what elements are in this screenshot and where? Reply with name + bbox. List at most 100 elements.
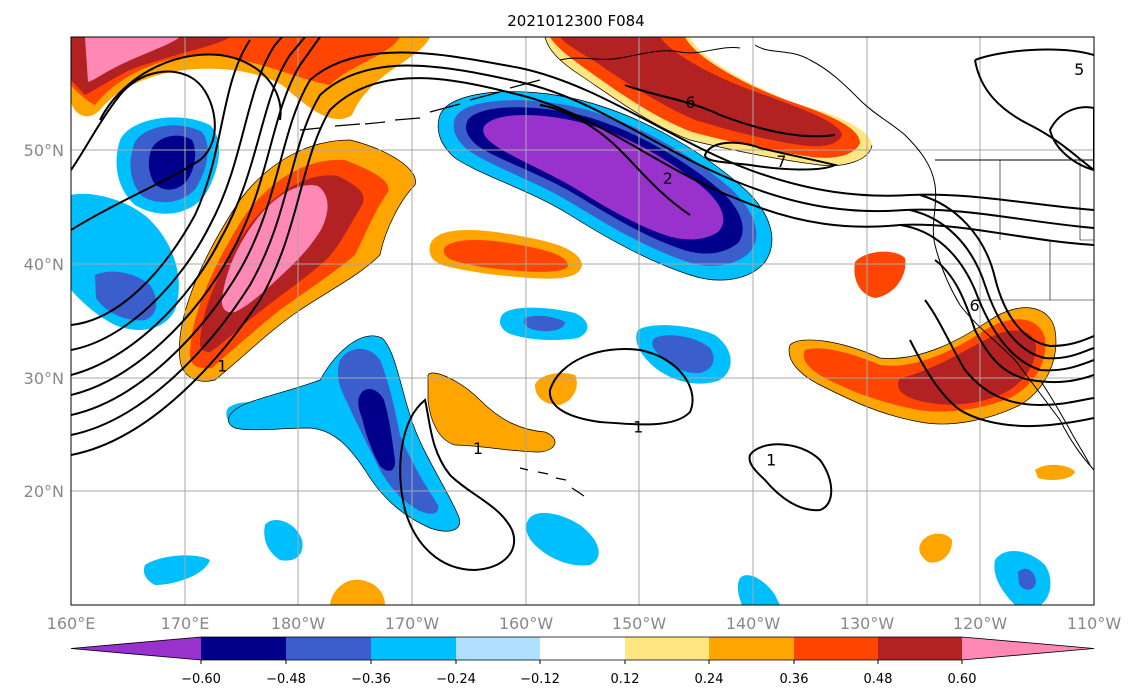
negative-anomaly-small-c (526, 512, 599, 566)
colorbar-tick-label: −0.48 (266, 672, 306, 687)
positive-anomaly-east-core (897, 330, 1036, 405)
y-tick-label: 40°N (24, 255, 64, 274)
contour-label: 2 (663, 169, 673, 188)
y-tick-label: 30°N (24, 369, 64, 388)
contour-zonal-1 (71, 77, 1094, 456)
colorbar-segment (540, 637, 625, 660)
contour-east-2 (909, 209, 1094, 360)
colorbar-tick-label: 0.24 (695, 672, 724, 687)
contour-central-1 (548, 348, 694, 426)
y-tick-labels: 20°N 30°N 40°N 50°N (24, 141, 64, 501)
contour-zonal-4 (71, 37, 321, 396)
negative-anomaly-small-f-mid (1018, 568, 1036, 590)
contour-ne-loop (974, 59, 1094, 171)
north-america-coast (754, 44, 1094, 471)
contour-east-5 (924, 299, 1094, 407)
contour-label: 1 (766, 451, 776, 470)
baja-peninsula (1039, 379, 1091, 466)
colorbar-labels: −0.60 −0.48 −0.36 −0.24 −0.12 0.12 0.24 … (181, 672, 976, 687)
positive-anomaly-small-4 (1035, 464, 1075, 480)
contour-label: 7 (776, 152, 786, 171)
contour-label: 5 (1074, 60, 1084, 79)
x-tick-label: 160°E (47, 614, 96, 633)
colorbar-segment (962, 637, 1094, 660)
contour-label: 1 (217, 356, 227, 375)
contour-2 (539, 104, 691, 216)
x-tick-label: 180°W (271, 614, 326, 633)
colorbar-segment (878, 637, 962, 660)
x-tick-label: 140°W (726, 614, 781, 633)
contour-nw-loop (99, 53, 282, 121)
negative-anomaly-ne-pacific-core (483, 114, 724, 240)
contour-zonal-5 (71, 37, 306, 376)
colorbar-tick-label: 0.60 (948, 672, 977, 687)
alaska-coast (559, 46, 741, 61)
colorbar-tick-label: 0.36 (780, 672, 809, 687)
contour-ne-1 (748, 443, 833, 512)
contour-labels: 5 6 7 2 6 1 1 1 1 (217, 60, 1084, 470)
contour-label: 6 (685, 93, 695, 112)
hawaii-islands (519, 467, 585, 497)
y-tick-label: 20°N (24, 482, 64, 501)
colorbar-segment (794, 637, 878, 660)
x-tick-label: 120°W (953, 614, 1008, 633)
map-panel: 5 6 7 2 6 1 1 1 1 (71, 37, 1094, 605)
aleutian-islands (299, 79, 541, 131)
x-tick-label: 150°W (612, 614, 667, 633)
colorbar-tick-label: −0.36 (351, 672, 391, 687)
height-contours (71, 37, 1094, 572)
colorbar-tick-label: −0.60 (181, 672, 221, 687)
x-tick-label: 160°W (499, 614, 554, 633)
contour-east-4 (934, 259, 1094, 384)
contour-zonal-6 (71, 37, 283, 351)
colorbar-tick-label: 0.12 (611, 672, 640, 687)
colorbar (70, 636, 1095, 664)
colorbar-segment (71, 637, 201, 660)
map-frame (70, 36, 1095, 606)
contour-east-3 (919, 194, 1094, 348)
y-tick-label: 50°N (24, 141, 64, 160)
contour-ne-5 (974, 48, 1094, 61)
x-tick-label: 110°W (1067, 614, 1122, 633)
contour-ne-inner-loop (1048, 106, 1094, 172)
positive-anomaly-small-6 (330, 579, 385, 605)
contour-east-6 (909, 339, 1094, 428)
colorbar-segment (456, 637, 540, 660)
colorbar-segment (286, 637, 371, 660)
x-tick-label: 170°E (161, 614, 210, 633)
negative-anomaly-small-a-mid (524, 315, 565, 332)
colorbar-tick-label: 0.48 (864, 672, 893, 687)
colorbar-segment (709, 637, 794, 660)
positive-anomaly-small-1 (428, 372, 556, 452)
contour-label: 6 (970, 296, 980, 315)
negative-anomaly-small-d (264, 520, 303, 561)
contour-7 (703, 141, 838, 171)
negative-anomaly-nw-blob-core (148, 135, 196, 190)
colorbar-tick-label: −0.24 (436, 672, 476, 687)
colorbar-tick-label: −0.12 (520, 672, 560, 687)
contour-west-ridge (71, 39, 251, 326)
negative-anomaly-small-b-mid (652, 335, 714, 374)
x-tick-label: 130°W (840, 614, 895, 633)
contour-zonal-3 (71, 51, 1094, 416)
negative-anomaly-subtropical-core (358, 388, 396, 471)
colorbar-segment (625, 637, 709, 660)
positive-anomaly-small-5 (919, 533, 953, 563)
contour-label: 1 (473, 439, 483, 458)
colorbar-segment (201, 637, 286, 660)
negative-anomaly-west-edge-mid (95, 271, 157, 321)
contour-6 (624, 84, 836, 138)
positive-anomaly-west-peak (221, 185, 328, 313)
negative-anomaly-small-e (143, 555, 210, 585)
negative-anomaly-small-g (737, 575, 780, 605)
contour-subtropical-1 (399, 398, 516, 572)
positive-anomaly-nw-peak (85, 37, 180, 82)
contour-east-1 (899, 224, 1094, 372)
x-tick-labels: 160°E 170°E 180°W 170°W 160°W 150°W 140°… (47, 614, 1122, 633)
contour-zonal-2 (71, 64, 1094, 436)
contour-west-trough (71, 70, 216, 231)
colorbar-segment (371, 637, 456, 660)
x-tick-label: 170°W (385, 614, 440, 633)
contour-label: 1 (633, 418, 643, 437)
